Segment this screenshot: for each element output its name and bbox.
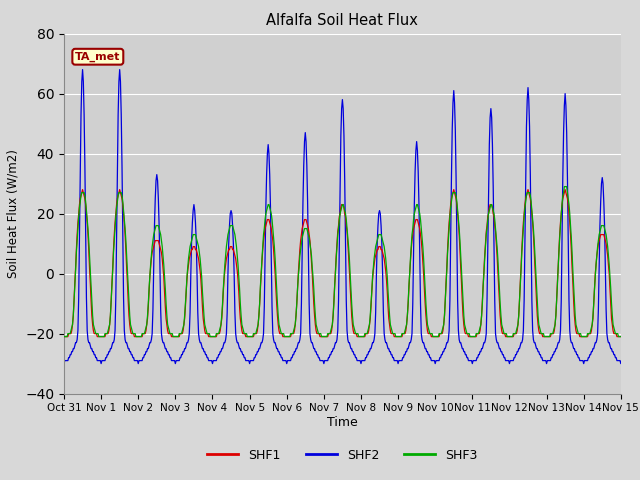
Text: TA_met: TA_met <box>75 51 120 62</box>
SHF1 <box>456 247 464 252</box>
X-axis label: Time: Time <box>327 416 358 429</box>
Y-axis label: Soil Heat Flux (W/m2): Soil Heat Flux (W/m2) <box>6 149 20 278</box>
SHF3 <box>455 226 463 231</box>
SHF2 <box>269 331 276 336</box>
SHF2 <box>60 361 68 367</box>
SHF2 <box>291 348 299 354</box>
SHF2 <box>456 340 464 346</box>
SHF3 <box>239 324 246 330</box>
SHF3 <box>422 300 430 306</box>
SHF1 <box>239 331 247 336</box>
SHF3 <box>60 334 68 339</box>
SHF1 <box>79 187 86 192</box>
SHF2 <box>131 358 138 363</box>
SHF3 <box>130 331 138 336</box>
Line: SHF3: SHF3 <box>64 187 640 336</box>
Line: SHF1: SHF1 <box>64 190 640 336</box>
SHF1 <box>269 238 276 243</box>
SHF1 <box>131 334 138 339</box>
SHF1 <box>423 322 431 327</box>
Title: Alfalfa Soil Heat Flux: Alfalfa Soil Heat Flux <box>266 13 419 28</box>
SHF1 <box>60 334 68 339</box>
Line: SHF2: SHF2 <box>64 70 640 364</box>
SHF2 <box>79 67 86 72</box>
SHF3 <box>291 324 298 330</box>
SHF2 <box>239 352 247 358</box>
SHF2 <box>423 348 431 354</box>
SHF1 <box>291 322 299 327</box>
Legend: SHF1, SHF2, SHF3: SHF1, SHF2, SHF3 <box>202 444 483 467</box>
SHF3 <box>268 216 276 222</box>
SHF3 <box>561 184 568 190</box>
